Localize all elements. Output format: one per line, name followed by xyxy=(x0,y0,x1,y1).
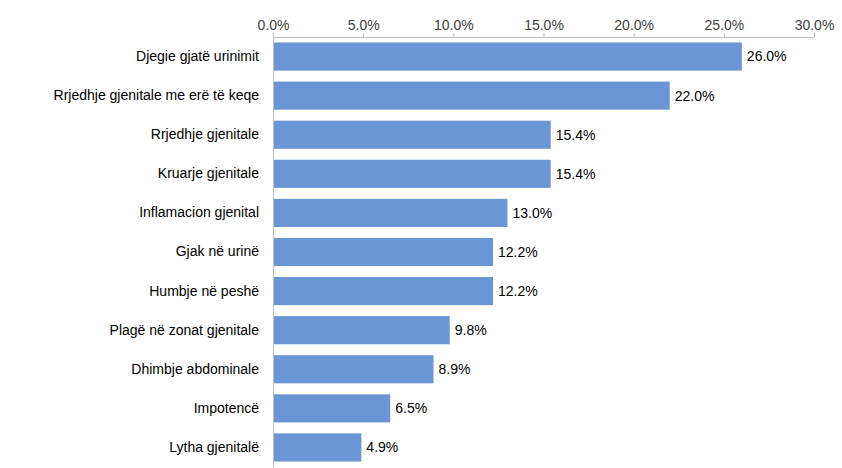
x-tick-mark xyxy=(634,33,635,37)
y-tick: Djegie gjatë urinimit xyxy=(136,48,273,64)
bar xyxy=(273,316,450,344)
category-label: Impotencë xyxy=(194,400,260,416)
category-label: Kruarje gjenitale xyxy=(158,165,259,181)
y-axis-line xyxy=(273,38,274,468)
x-tick-label: 0.0% xyxy=(258,17,290,33)
x-tick: 0.0% xyxy=(258,17,290,37)
bar xyxy=(273,355,433,383)
bars xyxy=(273,42,742,461)
y-tick: Rrjedhje gjenitale me erë të keqe xyxy=(54,87,273,103)
bar xyxy=(273,82,670,110)
bar xyxy=(273,277,493,305)
category-label: Gjak në urinë xyxy=(176,243,259,259)
x-axis-line xyxy=(274,37,815,38)
x-tick-label: 15.0% xyxy=(524,17,564,33)
bar xyxy=(273,121,551,149)
x-tick-label: 10.0% xyxy=(434,17,474,33)
x-tick-mark xyxy=(453,33,454,37)
category-label: Rrjedhje gjenitale xyxy=(151,126,259,142)
y-tick: Rrjedhje gjenitale xyxy=(151,126,273,142)
category-label: Djegie gjatë urinimit xyxy=(136,48,259,64)
x-tick: 15.0% xyxy=(524,17,564,37)
x-tick-mark xyxy=(544,33,545,37)
bar xyxy=(273,394,390,422)
y-tick: Impotencë xyxy=(194,400,273,416)
bar xyxy=(273,42,742,70)
x-tick-mark xyxy=(363,33,364,37)
bar xyxy=(273,238,493,266)
category-label: Inflamacion gjenital xyxy=(139,204,259,220)
x-tick-mark xyxy=(724,33,725,37)
data-label: 13.0% xyxy=(512,205,552,221)
x-tick: 25.0% xyxy=(704,17,744,37)
x-tick-label: 20.0% xyxy=(614,17,654,33)
y-tick: Inflamacion gjenital xyxy=(139,204,273,220)
x-tick: 5.0% xyxy=(348,17,380,37)
category-label: Plagë në zonat gjenitale xyxy=(110,322,260,338)
bar xyxy=(273,433,361,461)
y-tick: Lytha gjenitalë xyxy=(169,439,273,455)
data-labels: 26.0% 22.0% 15.4% 15.4% 13.0% 12.2% 12.2% 9.8% 8… xyxy=(366,48,786,455)
data-label: 15.4% xyxy=(556,166,596,182)
y-tick: Gjak në urinë xyxy=(176,243,273,259)
x-tick-label: 25.0% xyxy=(704,17,744,33)
category-label: Dhimbje abdominale xyxy=(131,361,259,377)
x-tick-mark xyxy=(814,33,815,37)
x-tick: 20.0% xyxy=(614,17,654,37)
x-tick-label: 30.0% xyxy=(795,17,835,33)
x-axis: 0.0% 5.0% 10.0% 15.0% 20.0% 25.0% 30.0% xyxy=(258,17,835,38)
category-label: Humbje në peshë xyxy=(149,283,259,299)
data-label: 12.2% xyxy=(498,244,538,260)
category-label: Rrjedhje gjenitale me erë të keqe xyxy=(54,87,260,103)
x-tick: 30.0% xyxy=(795,17,835,37)
x-tick-mark xyxy=(273,33,274,37)
data-label: 26.0% xyxy=(747,48,787,64)
y-axis: Djegie gjatë urinimit Rrjedhje gjenitale … xyxy=(54,38,274,468)
bar xyxy=(273,160,551,188)
chart: 0.0% 5.0% 10.0% 15.0% 20.0% 25.0% 30.0% Djegie … xyxy=(0,0,842,468)
bar xyxy=(273,199,507,227)
data-label: 9.8% xyxy=(455,322,487,338)
x-tick-label: 5.0% xyxy=(348,17,380,33)
data-label: 4.9% xyxy=(366,439,398,455)
x-tick: 10.0% xyxy=(434,17,474,37)
data-label: 15.4% xyxy=(556,127,596,143)
category-label: Lytha gjenitalë xyxy=(169,439,259,455)
data-label: 22.0% xyxy=(675,88,715,104)
data-label: 6.5% xyxy=(395,400,427,416)
data-label: 8.9% xyxy=(438,361,470,377)
data-label: 12.2% xyxy=(498,283,538,299)
y-tick: Plagë në zonat gjenitale xyxy=(110,322,273,338)
y-tick: Humbje në peshë xyxy=(149,283,273,299)
y-tick: Kruarje gjenitale xyxy=(158,165,273,181)
y-tick: Dhimbje abdominale xyxy=(131,361,273,377)
